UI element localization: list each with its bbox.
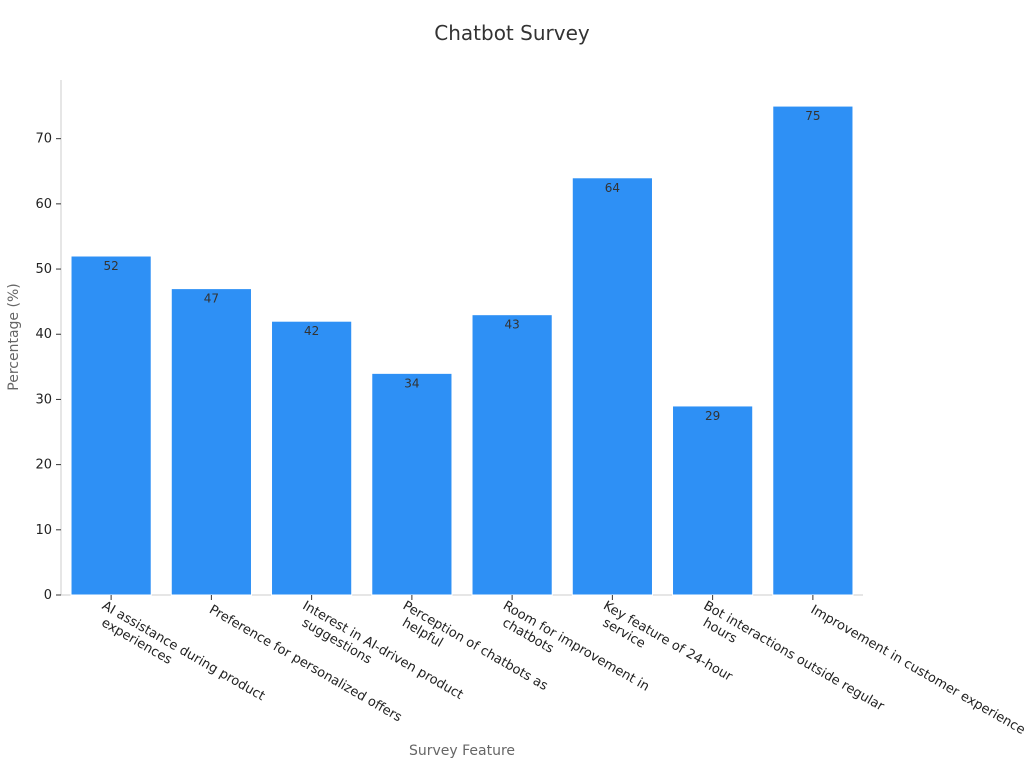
y-tick-label: 30 [35,392,52,407]
y-tick-label: 70 [35,132,52,147]
x-tick-label-line: AI assistance during product [99,598,267,704]
y-tick-label: 20 [35,458,52,473]
y-axis-title: Percentage (%) [6,283,22,390]
bar [170,288,252,596]
y-tick-label: 40 [35,327,52,342]
bar [471,314,553,596]
y-tick-label: 10 [35,523,52,538]
y-tick-label: 50 [35,262,52,277]
bar [571,177,653,596]
data-label: 52 [103,259,118,273]
data-label: 64 [605,181,620,195]
chart-title: Chatbot Survey [434,21,590,45]
data-label: 47 [204,292,219,306]
bar [271,320,353,596]
y-axis-ticks: 0 10 20 30 40 50 60 70 [35,132,61,603]
x-tick-label: Improvement in customer experience [808,602,1024,737]
data-label: 43 [504,318,519,332]
bar [371,372,453,596]
bar [70,255,152,596]
x-axis-ticks: AI assistance during productexperiences P… [92,595,1024,738]
x-tick-label-line: Interest in AI-driven product [300,598,466,702]
data-label: 42 [304,324,319,338]
data-label: 75 [805,109,820,123]
x-tick-label-line: Improvement in customer experience [808,602,1024,737]
y-tick-label: 60 [35,197,52,212]
data-label: 34 [404,376,419,390]
data-label: 29 [705,409,720,423]
x-tick-label: AI assistance during productexperiences [92,598,268,717]
bar [772,105,854,596]
x-axis-title: Survey Feature [409,743,515,759]
x-tick-label: Bot interactions outside regularhours [693,598,887,727]
bar [672,405,754,596]
bars: 52 47 42 34 43 64 29 75 [70,105,854,596]
x-tick-label-line: Bot interactions outside regular [701,598,887,714]
y-tick-label: 0 [44,588,52,603]
